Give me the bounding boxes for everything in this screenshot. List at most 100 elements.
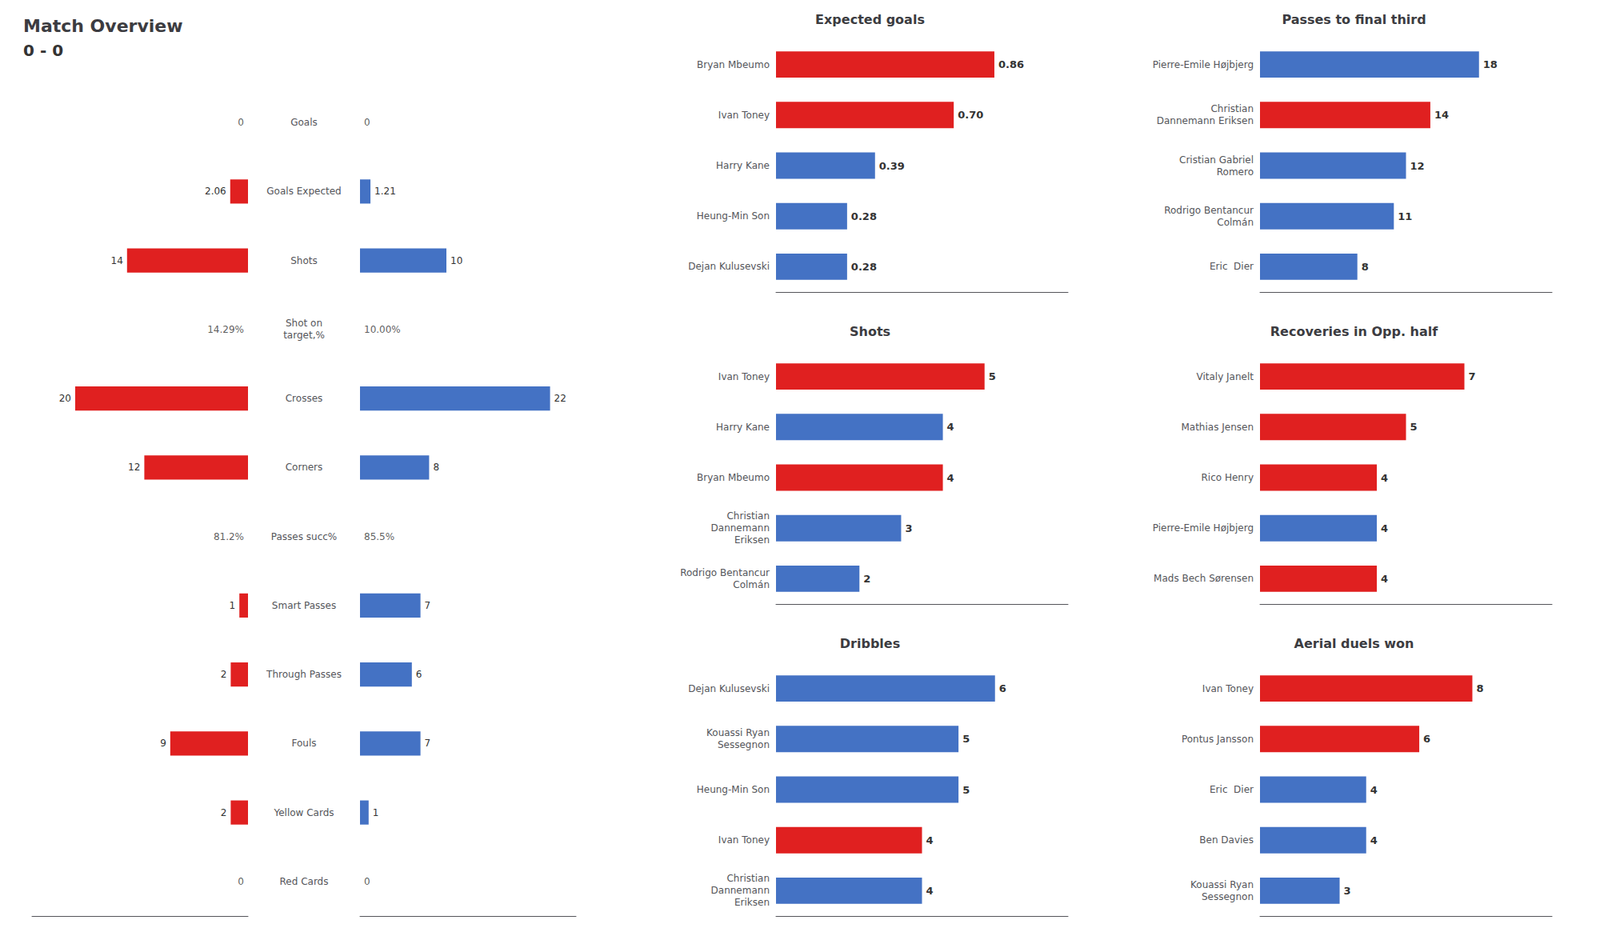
svg-text:12: 12 — [1410, 160, 1425, 172]
svg-text:14: 14 — [111, 255, 124, 267]
svg-text:Eric Dier: Eric Dier — [1209, 260, 1254, 272]
svg-text:1.21: 1.21 — [374, 185, 396, 197]
svg-text:Dejan Kulusevski: Dejan Kulusevski — [688, 260, 770, 272]
svg-text:Ben Davies: Ben Davies — [1199, 834, 1254, 846]
svg-text:Pierre-Emile Højbjerg: Pierre-Emile Højbjerg — [1152, 522, 1254, 534]
svg-text:14.29%: 14.29% — [207, 324, 244, 336]
svg-text:11: 11 — [1397, 210, 1412, 223]
svg-text:Yellow Cards: Yellow Cards — [272, 807, 334, 819]
svg-text:Christian: Christian — [726, 510, 770, 522]
svg-text:Pierre-Emile Højbjerg: Pierre-Emile Højbjerg — [1152, 59, 1254, 71]
svg-text:Eriksen: Eriksen — [734, 534, 770, 546]
svg-text:1: 1 — [372, 807, 380, 819]
svg-text:5: 5 — [962, 732, 970, 745]
svg-text:Kouassi Ryan: Kouassi Ryan — [706, 727, 770, 739]
svg-text:0.28: 0.28 — [851, 210, 877, 223]
svg-text:3: 3 — [1344, 884, 1352, 897]
svg-text:6: 6 — [416, 668, 423, 680]
svg-text:4: 4 — [947, 472, 955, 484]
svg-text:85.5%: 85.5% — [364, 531, 395, 543]
svg-text:0: 0 — [364, 116, 371, 128]
svg-text:Shots: Shots — [849, 324, 891, 340]
svg-text:Sessegnon: Sessegnon — [1201, 891, 1254, 903]
svg-text:Christian: Christian — [1210, 103, 1254, 115]
svg-text:5: 5 — [962, 784, 970, 796]
svg-text:4: 4 — [926, 834, 934, 847]
svg-text:Dribbles: Dribbles — [840, 636, 900, 652]
svg-text:0.70: 0.70 — [957, 108, 984, 121]
svg-text:14: 14 — [1434, 108, 1449, 121]
svg-text:Ivan Toney: Ivan Toney — [718, 834, 770, 846]
svg-text:Harry Kane: Harry Kane — [716, 421, 770, 433]
svg-text:4: 4 — [1380, 472, 1388, 484]
svg-text:Harry Kane: Harry Kane — [716, 160, 770, 172]
svg-text:5: 5 — [988, 370, 996, 383]
svg-text:Romero: Romero — [1216, 166, 1254, 178]
svg-text:Heung-Min Son: Heung-Min Son — [696, 784, 770, 796]
svg-text:Sessegnon: Sessegnon — [717, 739, 770, 751]
svg-text:Ivan Toney: Ivan Toney — [718, 109, 770, 121]
svg-text:Smart Passes: Smart Passes — [272, 600, 336, 612]
svg-text:1: 1 — [229, 600, 236, 612]
svg-text:20: 20 — [59, 392, 72, 404]
svg-text:10: 10 — [450, 255, 463, 267]
svg-text:Colmán: Colmán — [1216, 216, 1254, 228]
svg-text:target,%: target,% — [283, 329, 325, 341]
svg-text:Through Passes: Through Passes — [265, 668, 342, 680]
svg-text:Goals Expected: Goals Expected — [266, 185, 341, 197]
svg-text:5: 5 — [1410, 420, 1418, 433]
svg-text:9: 9 — [160, 737, 167, 749]
svg-text:22: 22 — [554, 392, 567, 404]
svg-text:7: 7 — [424, 737, 432, 749]
svg-text:Fouls: Fouls — [291, 737, 316, 749]
svg-text:8: 8 — [432, 461, 440, 473]
svg-text:Bryan Mbeumo: Bryan Mbeumo — [696, 59, 770, 71]
svg-text:12: 12 — [128, 461, 140, 473]
svg-text:Ivan Toney: Ivan Toney — [1202, 683, 1254, 695]
svg-text:Dannemann: Dannemann — [711, 884, 770, 896]
svg-text:Red Cards: Red Cards — [280, 876, 329, 888]
svg-text:Rodrigo Bentancur: Rodrigo Bentancur — [1164, 204, 1254, 216]
svg-text:0: 0 — [364, 876, 371, 888]
svg-text:Colmán: Colmán — [732, 579, 770, 591]
svg-text:2.06: 2.06 — [204, 185, 227, 197]
svg-text:Dannemann Eriksen: Dannemann Eriksen — [1156, 115, 1254, 127]
svg-text:81.2%: 81.2% — [213, 531, 244, 543]
svg-text:Mads Bech Sørensen: Mads Bech Sørensen — [1153, 572, 1254, 584]
svg-text:Recoveries in Opp. half: Recoveries in Opp. half — [1270, 324, 1440, 340]
svg-text:Goals: Goals — [290, 116, 318, 128]
svg-text:Crosses: Crosses — [285, 392, 324, 404]
svg-text:0: 0 — [237, 876, 244, 888]
svg-text:Corners: Corners — [285, 461, 324, 473]
svg-text:Eriksen: Eriksen — [734, 896, 770, 908]
svg-text:Ivan Toney: Ivan Toney — [718, 371, 770, 383]
svg-text:Kouassi Ryan: Kouassi Ryan — [1190, 879, 1254, 891]
svg-text:0.86: 0.86 — [998, 58, 1024, 71]
svg-text:2: 2 — [220, 807, 228, 819]
svg-text:0 - 0: 0 - 0 — [23, 40, 64, 60]
svg-text:2: 2 — [220, 668, 228, 680]
svg-text:Shot on: Shot on — [285, 317, 323, 329]
svg-text:Dejan Kulusevski: Dejan Kulusevski — [688, 683, 770, 695]
svg-text:4: 4 — [926, 884, 934, 897]
svg-text:0.39: 0.39 — [879, 160, 905, 172]
svg-text:0.28: 0.28 — [851, 260, 877, 273]
svg-text:Passes to final third: Passes to final third — [1281, 12, 1426, 28]
svg-text:Dannemann: Dannemann — [711, 522, 770, 534]
svg-text:Eric Dier: Eric Dier — [1209, 784, 1254, 796]
svg-text:2: 2 — [863, 572, 871, 585]
svg-text:18: 18 — [1483, 58, 1498, 71]
svg-text:4: 4 — [1370, 784, 1378, 796]
svg-text:4: 4 — [947, 420, 955, 433]
svg-text:Shots: Shots — [290, 255, 318, 267]
svg-text:Passes succ%: Passes succ% — [271, 531, 337, 543]
svg-text:Rico Henry: Rico Henry — [1201, 472, 1254, 484]
svg-text:Bryan Mbeumo: Bryan Mbeumo — [696, 472, 770, 484]
svg-text:8: 8 — [1361, 260, 1369, 273]
svg-text:4: 4 — [1380, 522, 1388, 535]
svg-text:Heung-Min Son: Heung-Min Son — [696, 210, 770, 222]
svg-text:Christian: Christian — [726, 872, 770, 884]
svg-text:4: 4 — [1370, 834, 1378, 847]
svg-text:8: 8 — [1476, 682, 1484, 695]
svg-text:Vitaly Janelt: Vitaly Janelt — [1196, 371, 1254, 383]
